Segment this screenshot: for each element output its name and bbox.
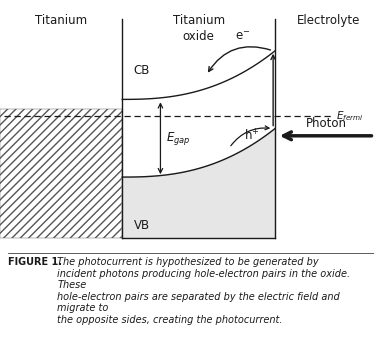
Text: FIGURE 1.: FIGURE 1. — [8, 257, 62, 267]
Text: The photocurrent is hypothesized to be generated by
incident photons producing h: The photocurrent is hypothesized to be g… — [57, 257, 350, 325]
Text: Titanium: Titanium — [35, 14, 87, 27]
Polygon shape — [122, 129, 275, 238]
Text: Electrolyte: Electrolyte — [297, 14, 360, 27]
Text: h$^{+}$: h$^{+}$ — [244, 128, 260, 144]
Text: $E_{fermi}$: $E_{fermi}$ — [336, 110, 364, 123]
Text: VB: VB — [134, 219, 150, 232]
Text: e$^{-}$: e$^{-}$ — [235, 30, 250, 43]
Text: $E_{gap}$: $E_{gap}$ — [166, 130, 191, 147]
Text: Titanium
oxide: Titanium oxide — [173, 14, 225, 44]
Text: CB: CB — [134, 64, 150, 77]
Bar — [0, 109, 122, 238]
Text: Photon: Photon — [306, 117, 346, 130]
